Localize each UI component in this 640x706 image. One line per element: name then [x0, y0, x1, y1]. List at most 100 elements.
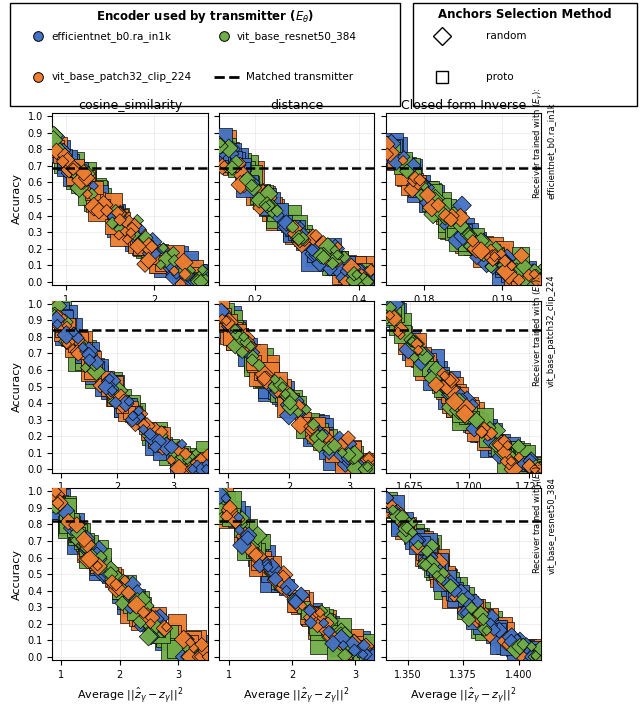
Point	[61, 336, 72, 347]
Point	[125, 592, 136, 603]
Point	[76, 342, 86, 353]
Point	[497, 261, 508, 272]
Point	[62, 321, 72, 332]
Point	[243, 532, 253, 544]
Point	[531, 457, 541, 468]
Point	[80, 362, 90, 373]
Point	[245, 347, 255, 358]
Point	[268, 205, 278, 216]
Point	[309, 431, 319, 443]
Point	[280, 385, 290, 397]
Point	[138, 424, 148, 435]
Point	[308, 621, 319, 632]
Point	[332, 441, 342, 452]
Point	[74, 165, 84, 176]
Point	[468, 616, 479, 627]
Point	[382, 298, 392, 309]
Point	[428, 186, 438, 197]
Point	[333, 241, 343, 253]
Point	[399, 154, 409, 165]
Point	[287, 394, 297, 405]
Point	[500, 265, 511, 277]
Point	[409, 529, 419, 540]
Point	[313, 432, 323, 443]
Point	[349, 275, 359, 286]
Point	[361, 640, 371, 652]
Point	[89, 361, 99, 373]
Point	[406, 179, 417, 190]
Point	[510, 261, 520, 272]
Point	[265, 198, 275, 210]
Point	[519, 276, 529, 287]
Point	[197, 638, 207, 650]
Point	[271, 573, 282, 584]
Point	[440, 215, 451, 226]
Point	[177, 265, 187, 277]
Point	[60, 322, 70, 333]
Point	[357, 462, 367, 473]
Point	[481, 258, 492, 269]
Point	[327, 438, 337, 449]
Point	[509, 446, 519, 457]
Point	[94, 205, 104, 216]
Point	[514, 452, 524, 463]
Point	[282, 222, 292, 233]
Point	[462, 402, 472, 414]
Point	[297, 238, 307, 249]
Point	[189, 464, 199, 475]
Point	[265, 365, 275, 376]
Point	[239, 528, 249, 539]
Point	[217, 146, 227, 157]
Point	[358, 651, 368, 662]
Point	[51, 141, 61, 152]
Point	[435, 567, 445, 578]
Point	[138, 594, 148, 605]
Point	[381, 138, 391, 149]
Point	[134, 405, 144, 417]
Point	[531, 462, 541, 474]
Point	[422, 187, 433, 198]
Point	[439, 378, 449, 389]
Point	[184, 276, 194, 287]
Point	[72, 333, 82, 344]
Point	[227, 162, 237, 174]
Point	[335, 623, 345, 635]
Point	[440, 371, 450, 382]
Point	[82, 165, 92, 176]
Point	[84, 345, 94, 357]
Point	[437, 205, 447, 216]
Point	[221, 308, 231, 319]
Point	[305, 604, 316, 616]
Point	[338, 640, 348, 651]
Point	[494, 451, 504, 462]
Point	[276, 582, 287, 594]
Point	[232, 154, 243, 165]
Point	[470, 603, 480, 614]
Point	[152, 621, 162, 633]
Point	[90, 371, 100, 382]
Point	[152, 258, 163, 270]
Point	[214, 501, 225, 512]
Point	[162, 630, 172, 642]
Point	[441, 380, 451, 391]
Point	[430, 566, 440, 577]
Point	[252, 537, 262, 548]
Point	[161, 621, 172, 633]
Point	[132, 215, 143, 227]
Point	[276, 577, 287, 588]
Point	[242, 180, 252, 191]
Point	[308, 432, 319, 443]
Point	[332, 259, 342, 270]
Point	[472, 251, 482, 263]
Point	[472, 605, 483, 616]
Point	[355, 268, 365, 279]
Point	[282, 581, 292, 592]
Point	[53, 309, 63, 320]
Point	[523, 646, 533, 657]
Point	[231, 325, 241, 336]
Point	[83, 554, 93, 566]
Point	[467, 411, 477, 422]
Point	[477, 627, 488, 638]
Point	[51, 142, 61, 153]
Point	[426, 554, 436, 565]
